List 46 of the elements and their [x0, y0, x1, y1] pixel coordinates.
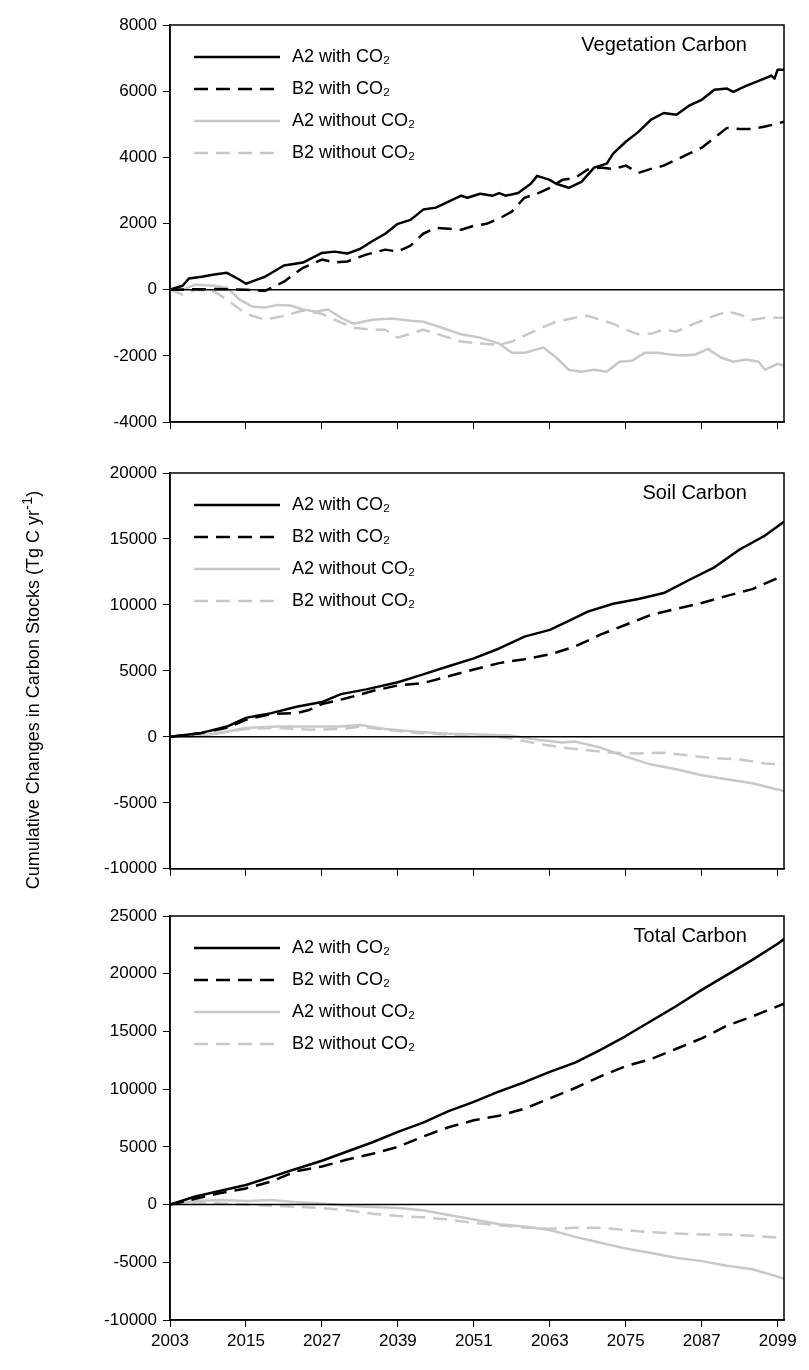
legend-label: B2 with CO₂: [292, 77, 391, 98]
legend-label: A2 with CO₂: [292, 493, 391, 514]
legend-label: A2 without CO₂: [292, 557, 416, 578]
legend-label: B2 with CO₂: [292, 968, 391, 989]
y-tick-label: 2000: [119, 213, 157, 233]
x-tick-label: 2027: [303, 1330, 341, 1350]
y-tick-label: 15000: [109, 1021, 157, 1041]
y-tick-label: 20000: [109, 963, 157, 983]
legend-label: A2 without CO₂: [292, 1000, 416, 1021]
y-tick-label: 4000: [119, 147, 157, 167]
y-tick-label: 0: [147, 1194, 157, 1214]
y-tick-label: -5000: [113, 792, 157, 812]
legend-label: A2 without CO₂: [292, 109, 416, 130]
legend-label: B2 without CO₂: [292, 589, 416, 610]
x-tick-label: 2063: [530, 1330, 569, 1350]
y-tick-label: 0: [147, 726, 157, 746]
y-tick-label: -5000: [113, 1251, 157, 1271]
chart-title: Total Carbon: [633, 924, 747, 947]
x-tick-label: 2051: [454, 1330, 493, 1350]
legend-label: B2 without CO₂: [292, 1032, 416, 1053]
y-tick-label: 5000: [119, 1136, 157, 1156]
x-tick-label: 2099: [758, 1330, 797, 1350]
x-tick-label: 2003: [151, 1330, 189, 1350]
y-tick-label: 8000: [119, 14, 157, 34]
y-tick-label: 15000: [109, 528, 157, 548]
y-tick-label: -10000: [104, 1309, 157, 1329]
chart-title: Vegetation Carbon: [581, 33, 747, 56]
x-tick-label: 2039: [378, 1330, 417, 1350]
legend-label: B2 without CO₂: [292, 141, 416, 162]
x-tick-label: 2015: [227, 1330, 265, 1350]
y-tick-label: 6000: [119, 80, 157, 100]
y-tick-label: 0: [147, 279, 157, 299]
legend-label: A2 with CO₂: [292, 936, 391, 957]
y-tick-label: 10000: [109, 1078, 157, 1098]
y-tick-label: -4000: [113, 411, 157, 431]
x-tick-label: 2087: [682, 1330, 721, 1350]
y-tick-label: 20000: [109, 462, 157, 482]
legend-label: B2 with CO₂: [292, 525, 391, 546]
x-tick-label: 2075: [606, 1330, 645, 1350]
y-tick-label: -2000: [113, 345, 157, 365]
chart-title: Soil Carbon: [642, 481, 747, 504]
y-tick-label: 25000: [109, 905, 157, 925]
y-tick-label: 10000: [109, 594, 157, 614]
y-tick-label: -10000: [104, 858, 157, 878]
y-tick-label: 5000: [119, 660, 157, 680]
legend-label: A2 with CO₂: [292, 45, 391, 66]
